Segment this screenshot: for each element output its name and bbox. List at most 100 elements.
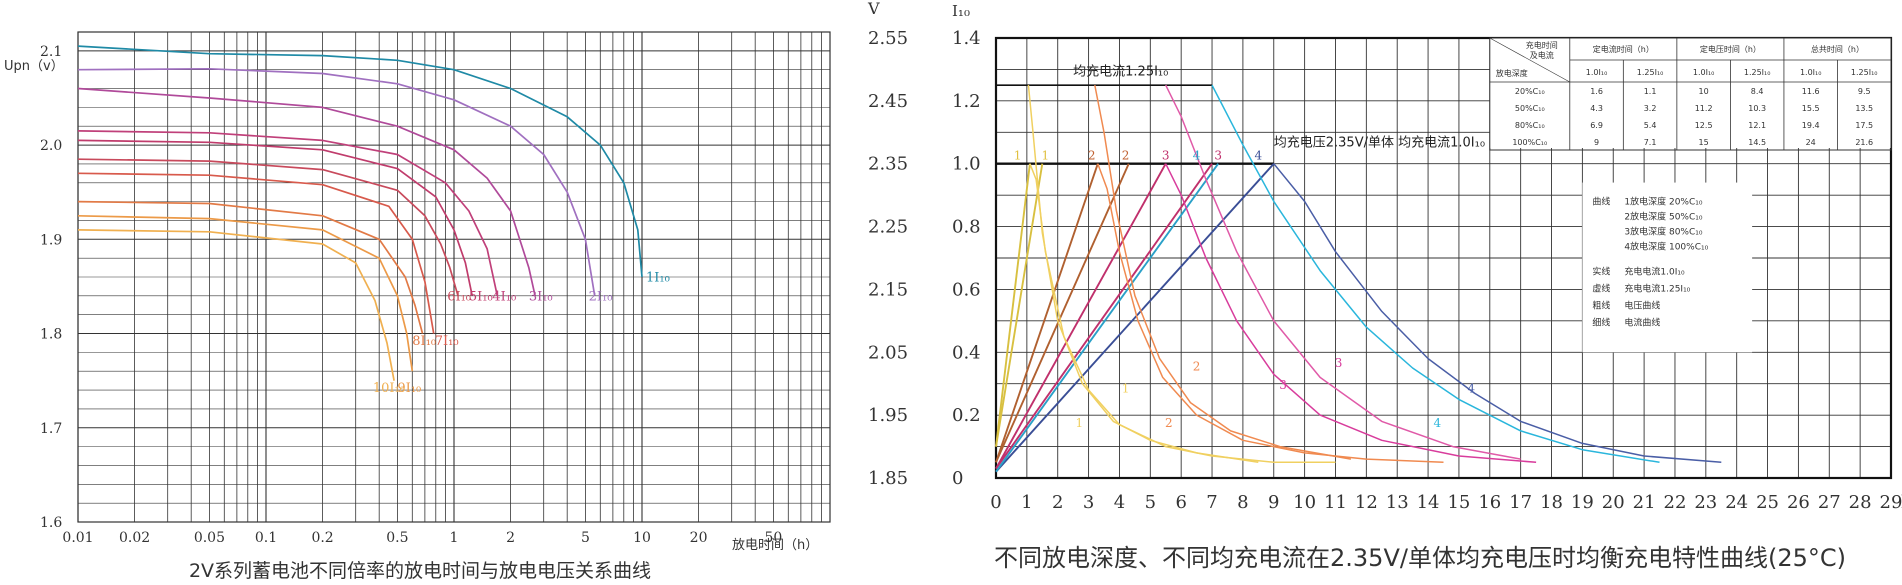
- series-line: [1273, 163, 1722, 464]
- series-label: 10I₁₀: [373, 381, 405, 396]
- series-label: 2I₁₀: [589, 290, 613, 305]
- x-tick-label: 1: [450, 530, 459, 546]
- y-tick-label: 1.9: [40, 232, 62, 248]
- table-subcolumn-header: 1.0I₁₀: [1800, 68, 1822, 77]
- series-line: [1165, 163, 1537, 464]
- series-line: [77, 229, 395, 381]
- x-tick-label: 20: [690, 530, 708, 546]
- table-cell: 11.2: [1695, 104, 1713, 113]
- table-cell: 1.1: [1644, 87, 1657, 96]
- series-line: [995, 163, 1044, 447]
- series-line: [77, 130, 499, 296]
- x-tick-label: 0.05: [194, 530, 225, 546]
- chart-annotation: 均充电流1.25I₁₀: [1073, 64, 1168, 80]
- y-tick-label: 1.6: [40, 515, 62, 531]
- current-tick-label: 0: [952, 468, 963, 489]
- table-cell: 24: [1806, 138, 1816, 147]
- legend-entry: 2放电深度 50%C₁₀: [1624, 211, 1702, 223]
- table-cell: 6.9: [1590, 121, 1603, 130]
- legend-panel: [1582, 182, 1753, 353]
- current-tick-label: 0.8: [952, 217, 981, 238]
- legend-key: 虚线: [1592, 283, 1610, 295]
- x-tick-label: 8: [1237, 492, 1248, 513]
- x-tick-label: 0: [990, 492, 1001, 513]
- voltage-tick-label: 2.45: [868, 91, 908, 112]
- x-tick-label: 29: [1880, 492, 1902, 513]
- x-tick-label: 0.02: [119, 530, 150, 546]
- table-group-header: 定电流时间（h）: [1593, 44, 1654, 54]
- charge-chart-caption: 不同放电深度、不同均充电流在2.35V/单体均充电压时均衡充电特性曲线(25°C…: [994, 544, 1846, 572]
- plot-frame: [77, 31, 831, 523]
- table-subcolumn-header: 1.0I₁₀: [1693, 68, 1715, 77]
- series-label: 4I₁₀: [492, 290, 516, 305]
- x-tick-label: 12: [1355, 492, 1378, 513]
- x-tick-label: 27: [1818, 492, 1841, 513]
- x-tick-label: 6: [1175, 492, 1186, 513]
- voltage-tick-label: 2.35: [868, 154, 908, 175]
- series-label: 5I₁₀: [469, 290, 493, 305]
- x-tick-label: 0.01: [62, 530, 93, 546]
- x-tick-label: 26: [1787, 492, 1810, 513]
- series-line: [995, 163, 1130, 463]
- x-tick-label: 14: [1417, 492, 1440, 513]
- voltage-tick-label: 2.55: [868, 28, 908, 49]
- table-group-header: 定电压时间（h）: [1700, 44, 1761, 54]
- voltage-axis-label: V: [867, 0, 880, 18]
- curve-label: 3: [1162, 149, 1170, 163]
- current-axis-label: I₁₀: [952, 2, 970, 20]
- x-tick-label: 2: [506, 530, 515, 546]
- table-cell: 17.5: [1855, 121, 1873, 130]
- voltage-tick-label: 2.25: [868, 217, 908, 238]
- table-cell: 3.2: [1644, 104, 1657, 113]
- x-tick-label: 20: [1602, 492, 1625, 513]
- series-label: 1I₁₀: [646, 271, 670, 286]
- legend-entry: 充电电流1.0I₁₀: [1624, 266, 1685, 278]
- series-label: 9I₁₀: [397, 381, 421, 396]
- table-subcolumn-header: 1.25I₁₀: [1637, 68, 1664, 77]
- chart-annotation: 均充电压2.35V/单体 均充电流1.0I₁₀: [1274, 134, 1485, 150]
- series-label: 3I₁₀: [529, 290, 553, 305]
- voltage-tick-label: 2.15: [868, 279, 908, 300]
- curve-label: 4: [1467, 381, 1475, 395]
- x-tick-label: 11: [1324, 492, 1347, 513]
- x-tick-label: 24: [1725, 492, 1748, 513]
- x-tick-label: 7: [1206, 492, 1217, 513]
- x-tick-label: 5: [581, 530, 590, 546]
- table-cell: 7.1: [1644, 138, 1657, 147]
- x-tick-label: 25: [1756, 492, 1779, 513]
- table-cell: 8.4: [1751, 87, 1764, 96]
- legend-entry: 电流曲线: [1624, 317, 1660, 329]
- voltage-tick-label: 1.85: [868, 468, 908, 489]
- table-cell: 10.3: [1748, 104, 1766, 113]
- table-corner-label: 充电时间: [1526, 40, 1558, 50]
- current-tick-label: 1.0: [952, 154, 981, 175]
- x-tick-label: 4: [1114, 492, 1125, 513]
- series-line: [1211, 84, 1660, 464]
- y-tick-label: 1.8: [40, 327, 62, 343]
- legend-key: 细线: [1592, 317, 1610, 329]
- table-cell: 21.6: [1855, 138, 1873, 147]
- x-tick-label: 0.2: [311, 530, 333, 546]
- series-line: [1094, 84, 1352, 460]
- table-cell: 4.3: [1590, 104, 1603, 113]
- voltage-tick-label: 2.05: [868, 342, 908, 363]
- y-tick-label: 2.1: [40, 44, 62, 60]
- legend-entry: 3放电深度 80%C₁₀: [1624, 226, 1702, 238]
- table-cell: 14.5: [1748, 138, 1766, 147]
- x-tick-label: 50: [764, 530, 782, 546]
- curve-label: 2: [1193, 359, 1201, 373]
- series-line: [77, 139, 474, 296]
- y-axis-label: Upn（v）: [4, 59, 64, 74]
- table-row-label: 100%C₁₀: [1512, 138, 1547, 147]
- x-tick-label: 10: [633, 530, 651, 546]
- series-line: [1027, 85, 1259, 464]
- series-line: [1165, 84, 1521, 460]
- series-line: [995, 163, 1031, 447]
- curve-label: 4: [1193, 149, 1201, 163]
- series-line: [77, 45, 643, 278]
- x-tick-label: 17: [1509, 492, 1532, 513]
- x-tick-label: 15: [1447, 492, 1470, 513]
- table-cell: 9: [1594, 138, 1599, 147]
- current-tick-label: 0.6: [952, 279, 981, 300]
